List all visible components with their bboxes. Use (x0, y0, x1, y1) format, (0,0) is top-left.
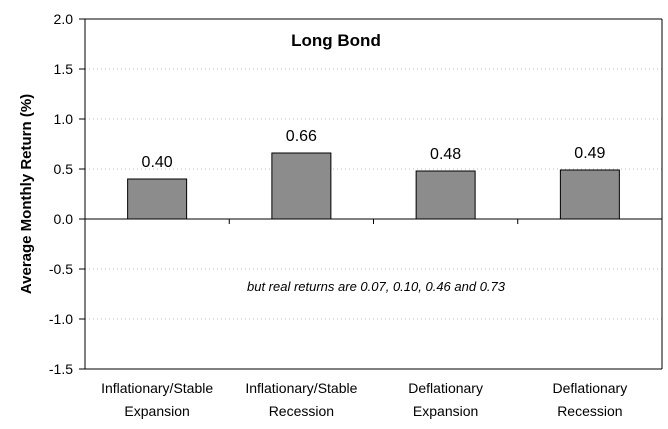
y-tick-label: 0.5 (54, 161, 74, 177)
bar (127, 178, 188, 220)
y-tick-label: 2.0 (54, 11, 74, 27)
bar (271, 152, 332, 220)
y-tick-label: -0.5 (49, 261, 73, 277)
y-tick-label: -1.0 (49, 311, 73, 327)
data-label: 0.48 (430, 146, 461, 163)
y-tick-label: 0.0 (54, 211, 74, 227)
data-labels: 0.40 0.66 0.48 0.49 (142, 128, 606, 171)
chart-annotation: but real returns are 0.07, 0.10, 0.46 an… (247, 279, 506, 294)
x-category-label: Deflationary (408, 380, 483, 396)
x-category-label: Expansion (124, 403, 189, 419)
x-category-label: Inflationary/Stable (245, 380, 357, 396)
x-category-label: Recession (557, 403, 622, 419)
data-label: 0.66 (286, 128, 317, 145)
y-tick-label: 1.0 (54, 111, 74, 127)
y-axis-label: Average Monthly Return (%) (18, 94, 35, 294)
y-tick-label: -1.5 (49, 361, 73, 377)
y-axis-ticks: -1.5 -1.0 -0.5 0.0 0.5 1.0 1.5 2.0 (49, 11, 85, 377)
bar (559, 169, 620, 220)
x-category-label: Deflationary (553, 380, 628, 396)
category-labels: Inflationary/Stable Expansion Inflationary… (101, 380, 627, 419)
gridlines (85, 68, 662, 320)
bars (127, 152, 663, 224)
y-tick-label: 1.5 (54, 61, 74, 77)
x-category-label: Recession (269, 403, 334, 419)
data-label: 0.40 (142, 154, 173, 171)
bar (415, 170, 476, 220)
chart-title: Long Bond (291, 31, 381, 50)
x-category-label: Expansion (413, 403, 478, 419)
data-label: 0.49 (574, 145, 605, 162)
x-category-label: Inflationary/Stable (101, 380, 213, 396)
